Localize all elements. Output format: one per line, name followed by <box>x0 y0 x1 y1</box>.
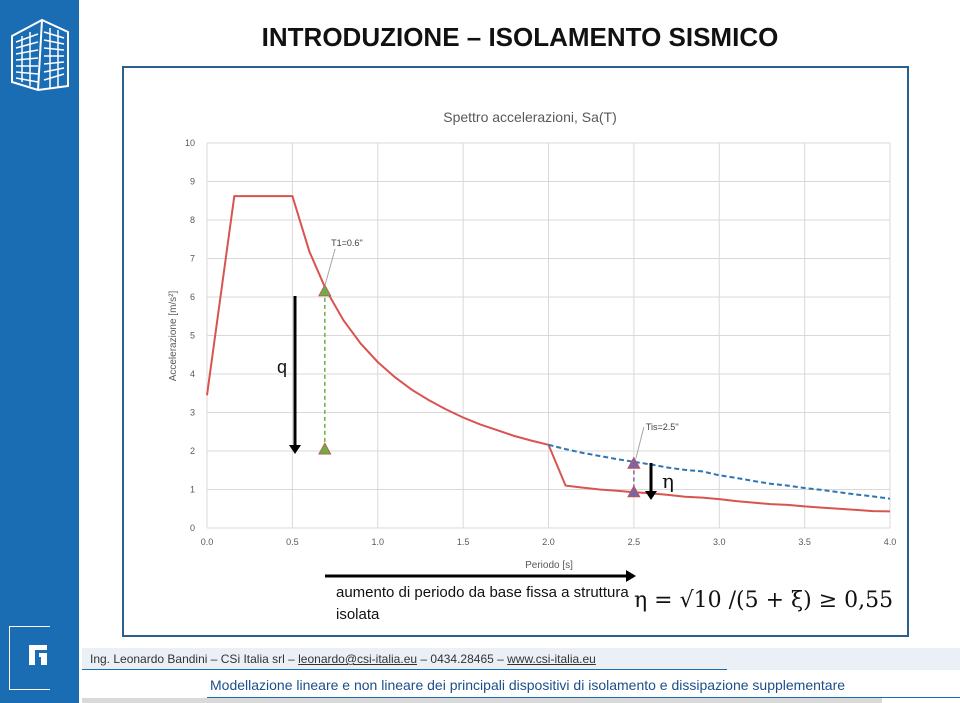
x-tick-label: 2.0 <box>542 537 555 547</box>
footer-phone: – 0434.28465 – <box>417 652 508 666</box>
y-axis-label: Accelerazione [m/s²] <box>168 290 179 381</box>
y-tick-label: 5 <box>190 331 195 341</box>
y-tick-label: 9 <box>190 177 195 187</box>
x-tick-label: 3.0 <box>713 537 726 547</box>
footer-credits: Ing. Leonardo Bandini – CSi Italia srl –… <box>90 652 596 666</box>
y-tick-label: 0 <box>190 523 195 533</box>
series-spectrum-line <box>206 195 891 513</box>
x-tick-label: 4.0 <box>884 537 897 547</box>
x-tick-label: 3.5 <box>798 537 811 547</box>
chart-frame <box>122 66 909 637</box>
y-tick-label: 8 <box>190 215 195 225</box>
footer-strip <box>82 698 882 703</box>
chart-title: Spettro accelerazioni, Sa(T) <box>443 109 617 125</box>
y-tick-label: 2 <box>190 446 195 456</box>
footer-bar <box>82 648 960 670</box>
footer-author: Ing. Leonardo Bandini – CSi Italia srl – <box>90 652 299 666</box>
eta-label: η <box>662 469 674 493</box>
footer-divider <box>82 669 727 670</box>
triangle-marker <box>318 284 332 297</box>
brand-logo-frame <box>9 626 50 690</box>
annotation-leader <box>635 427 645 459</box>
y-tick-label: 3 <box>190 408 195 418</box>
y-tick-label: 6 <box>190 292 195 302</box>
annotation-leader <box>324 248 336 285</box>
footer-divider-bottom <box>207 697 960 698</box>
page-title: INTRODUZIONE – ISOLAMENTO SISMICO <box>261 22 779 52</box>
annotation-t1: T1=0.6'' <box>331 238 363 248</box>
sidebar <box>0 0 79 703</box>
x-tick-label: 1.5 <box>457 537 470 547</box>
brand-logo-icon <box>29 645 47 665</box>
q-label: q <box>277 357 288 377</box>
x-tick-label: 0.5 <box>286 537 299 547</box>
y-tick-label: 1 <box>190 485 195 495</box>
triangle-marker <box>627 456 641 469</box>
triangle-marker <box>318 442 332 455</box>
website-link[interactable]: www.csi-italia.eu <box>507 652 596 666</box>
footer-subtitle: Modellazione lineare e non lineare dei p… <box>210 677 846 693</box>
period-increase-arrow <box>325 570 636 582</box>
x-tick-label: 0.0 <box>201 537 214 547</box>
y-tick-label: 10 <box>185 138 195 148</box>
eta-arrow <box>645 463 657 500</box>
caption: aumento di periodo da base fissa a strut… <box>336 584 629 623</box>
eta-formula: η = √10 /(5 + ξ) ≥ 0,55 <box>634 588 894 613</box>
y-tick-label: 7 <box>190 254 195 264</box>
q-arrow <box>289 296 301 454</box>
triangle-marker <box>627 484 641 498</box>
email-link[interactable]: leonardo@csi-italia.eu <box>298 652 418 666</box>
series-isolated-line <box>548 443 891 500</box>
x-tick-label: 1.0 <box>371 537 384 547</box>
annotation-tis: Tis=2.5'' <box>646 422 679 432</box>
building-logo-icon <box>11 18 69 92</box>
x-axis-label: Periodo [s] <box>525 560 573 571</box>
y-tick-label: 4 <box>190 369 195 379</box>
x-tick-label: 2.5 <box>628 537 641 547</box>
